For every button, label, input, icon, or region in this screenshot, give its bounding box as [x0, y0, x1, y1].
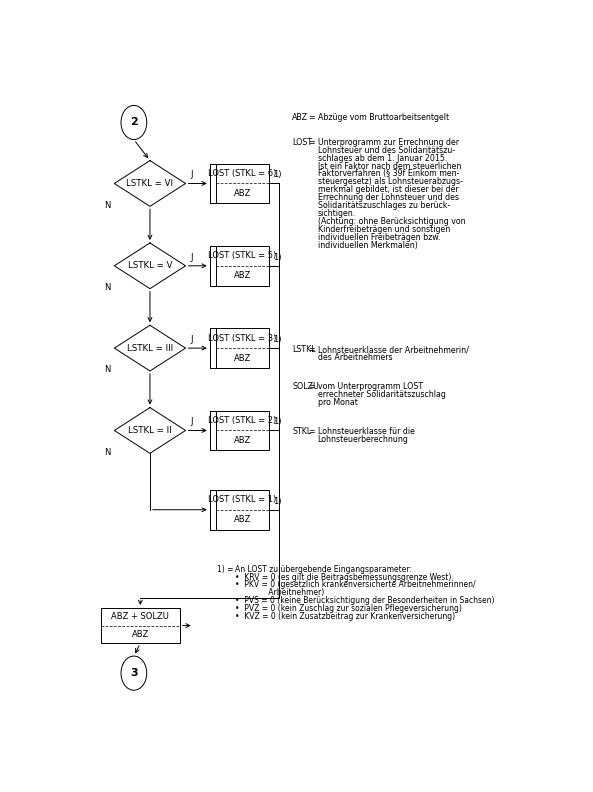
- Text: N: N: [104, 200, 111, 210]
- Text: Kinderfreibeträgen und sonstigen: Kinderfreibeträgen und sonstigen: [318, 225, 450, 234]
- Text: •  PVS = 0 (keine Berücksichtigung der Besonderheiten in Sachsen): • PVS = 0 (keine Berücksichtigung der Be…: [235, 596, 495, 605]
- Text: 1) =: 1) =: [216, 565, 233, 573]
- Text: LOST: LOST: [292, 138, 313, 147]
- Text: An LOST zu übergebende Eingangsparameter:: An LOST zu übergebende Eingangsparameter…: [235, 565, 412, 573]
- Text: LSTKL = III: LSTKL = III: [127, 344, 173, 352]
- Text: LOST (STKL = 3): LOST (STKL = 3): [208, 333, 277, 343]
- Text: merkmal gebildet, ist dieser bei der: merkmal gebildet, ist dieser bei der: [318, 185, 458, 194]
- Text: Solidaritätszuschlages zu berück-: Solidaritätszuschlages zu berück-: [318, 201, 450, 210]
- Text: (Achtung: ohne Berücksichtigung von: (Achtung: ohne Berücksichtigung von: [318, 217, 466, 226]
- Text: ABZ: ABZ: [234, 515, 251, 524]
- Text: ABZ: ABZ: [132, 630, 149, 639]
- Text: ABZ: ABZ: [234, 271, 251, 280]
- Text: N: N: [104, 283, 111, 292]
- Text: schlages ab dem 1. Januar 2015.: schlages ab dem 1. Januar 2015.: [318, 154, 447, 162]
- Text: ABZ + SOLZU: ABZ + SOLZU: [111, 612, 169, 621]
- Text: pro Monat: pro Monat: [318, 398, 358, 406]
- Text: •  PKV = 0 (gesetzlich krankenversicherte Arbeitnehmerinnen/: • PKV = 0 (gesetzlich krankenversicherte…: [235, 581, 476, 589]
- Text: =: =: [308, 113, 315, 122]
- Circle shape: [121, 656, 146, 691]
- Bar: [210, 246, 269, 286]
- Bar: [210, 490, 269, 530]
- Text: Abzüge vom Bruttoarbeitsentgelt: Abzüge vom Bruttoarbeitsentgelt: [318, 113, 449, 122]
- Text: LSTKL = VI: LSTKL = VI: [126, 179, 174, 188]
- Text: LSTKL: LSTKL: [292, 345, 316, 354]
- Bar: [210, 329, 269, 368]
- Text: J: J: [190, 253, 193, 261]
- Text: SOLZU: SOLZU: [292, 382, 319, 390]
- Text: 1): 1): [273, 335, 282, 344]
- Text: individuellen Freibeträgen bzw.: individuellen Freibeträgen bzw.: [318, 233, 440, 242]
- Text: •  KRV = 0 (es gilt die Beitragsbemessungsgrenze West): • KRV = 0 (es gilt die Beitragsbemessung…: [235, 573, 451, 581]
- Text: Arbeitnehmer): Arbeitnehmer): [235, 588, 324, 597]
- Text: Faktorverfahren (§ 39f Einkom men-: Faktorverfahren (§ 39f Einkom men-: [318, 169, 459, 178]
- Text: J: J: [190, 335, 193, 344]
- Text: individuellen Merkmalen): individuellen Merkmalen): [318, 241, 417, 249]
- Text: 3: 3: [130, 668, 138, 678]
- Text: LOST (STKL = 2): LOST (STKL = 2): [208, 416, 277, 425]
- Circle shape: [121, 105, 146, 139]
- Bar: [210, 246, 216, 286]
- Bar: [210, 164, 216, 204]
- Text: 2: 2: [130, 117, 138, 128]
- Text: ABZ: ABZ: [234, 188, 251, 198]
- Text: 1): 1): [273, 253, 282, 261]
- Bar: [210, 164, 269, 204]
- Text: =: =: [308, 345, 315, 354]
- Bar: [210, 410, 269, 451]
- Text: Lohnsteuer und des Solidaritätszu-: Lohnsteuer und des Solidaritätszu-: [318, 146, 455, 154]
- Text: =: =: [308, 428, 315, 436]
- Text: ABZ: ABZ: [234, 353, 251, 363]
- Text: •  KVZ = 0 (kein Zusatzbeitrag zur Krankenversicherung): • KVZ = 0 (kein Zusatzbeitrag zur Kranke…: [235, 612, 455, 621]
- Text: errechneter Solidaritätszuschlag: errechneter Solidaritätszuschlag: [318, 390, 445, 398]
- Text: Lohnsteuerberechnung: Lohnsteuerberechnung: [318, 436, 409, 444]
- Text: N: N: [104, 447, 111, 456]
- Text: N: N: [104, 365, 111, 374]
- Text: Ist ein Faktor nach dem steuerlichen: Ist ein Faktor nach dem steuerlichen: [318, 162, 461, 170]
- Text: Lohnsteuerklasse für die: Lohnsteuerklasse für die: [318, 428, 415, 436]
- Text: =: =: [308, 382, 315, 390]
- Text: des Arbeitnehmers: des Arbeitnehmers: [318, 353, 393, 362]
- Bar: [210, 329, 216, 368]
- Text: LOST (STKL = 6): LOST (STKL = 6): [208, 169, 277, 178]
- Text: •  PVZ = 0 (kein Zuschlag zur sozialen Pflegeversicherung): • PVZ = 0 (kein Zuschlag zur sozialen Pf…: [235, 604, 462, 613]
- Text: sichtigen.: sichtigen.: [318, 209, 356, 218]
- Text: ABZ: ABZ: [292, 113, 308, 122]
- Text: LSTKL = II: LSTKL = II: [128, 426, 172, 435]
- Text: LOST (STKL = 1): LOST (STKL = 1): [208, 495, 277, 505]
- Bar: [101, 608, 180, 643]
- Text: LSTKL = V: LSTKL = V: [127, 261, 172, 270]
- Text: Lohnsteuerklasse der Arbeitnehmerin/: Lohnsteuerklasse der Arbeitnehmerin/: [318, 345, 468, 354]
- Bar: [210, 490, 216, 530]
- Text: J: J: [190, 417, 193, 426]
- Text: =: =: [308, 138, 315, 147]
- Text: STKL: STKL: [292, 428, 312, 436]
- Bar: [210, 410, 216, 451]
- Text: Errechnung der Lohnsteuer und des: Errechnung der Lohnsteuer und des: [318, 193, 459, 202]
- Text: Unterprogramm zur Errechnung der: Unterprogramm zur Errechnung der: [318, 138, 459, 147]
- Text: 1): 1): [273, 497, 282, 505]
- Text: steuergesetz) als Lohnsteuerabzugs-: steuergesetz) als Lohnsteuerabzugs-: [318, 177, 463, 186]
- Text: 1): 1): [273, 417, 282, 426]
- Text: vom Unterprogramm LOST: vom Unterprogramm LOST: [318, 382, 423, 390]
- Text: 1): 1): [273, 170, 282, 179]
- Text: J: J: [190, 170, 193, 179]
- Text: ABZ: ABZ: [234, 436, 251, 445]
- Text: LOST (STKL = 5): LOST (STKL = 5): [208, 251, 277, 261]
